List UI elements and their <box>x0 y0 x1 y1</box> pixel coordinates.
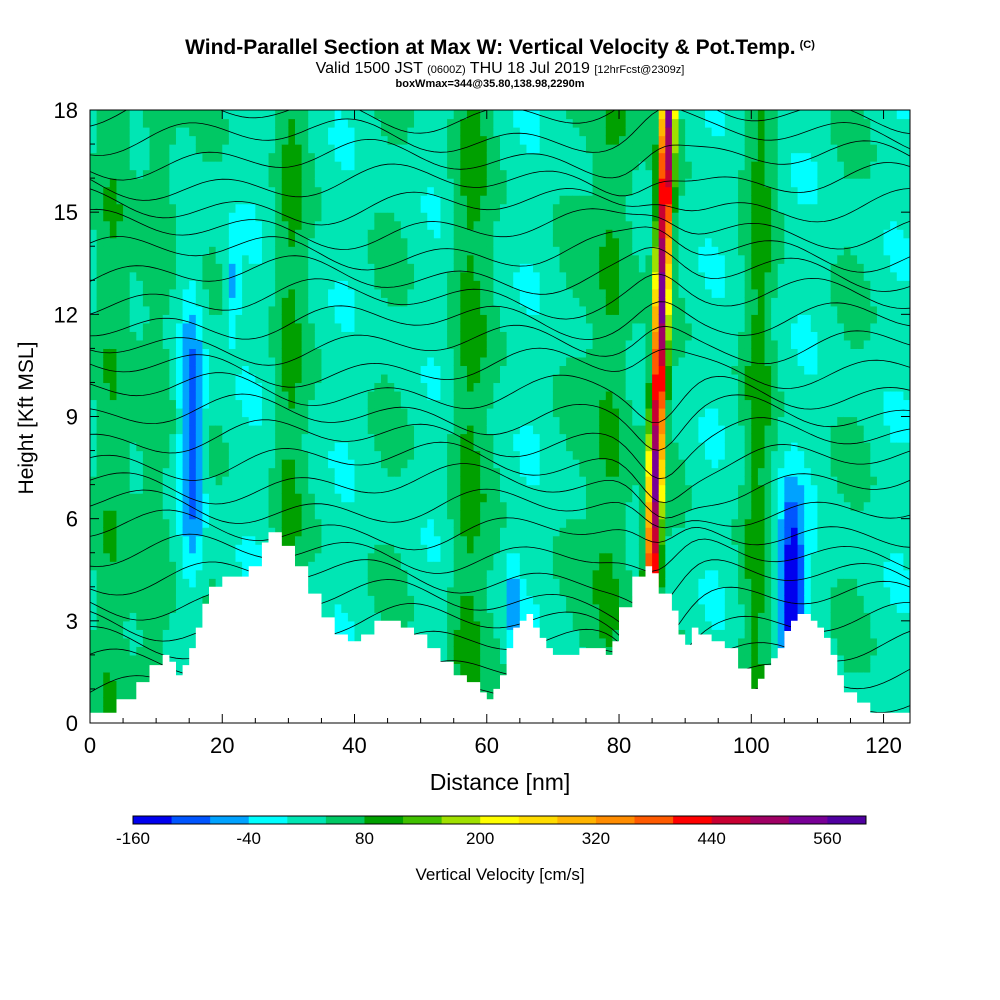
forecast-info: [12hrFcst@2309z] <box>594 64 685 76</box>
colorbar-frame <box>132 815 867 825</box>
theta-contour-line <box>90 208 910 250</box>
theta-contour-line <box>90 509 910 551</box>
theta-contour-line <box>90 138 910 181</box>
colorbar-label: Vertical Velocity [cm/s] <box>415 865 584 884</box>
colorbar-tick-label: 200 <box>466 829 494 848</box>
y-tick-label: 9 <box>66 405 78 430</box>
theta-contour-line <box>90 441 910 504</box>
colorbar-swatch <box>480 816 520 824</box>
colorbar-swatch <box>441 816 481 824</box>
colorbar-swatch <box>171 816 211 824</box>
colorbar-swatch <box>325 816 365 824</box>
theta-contour-line <box>90 110 910 134</box>
y-axis-label: Height [Kft MSL] <box>15 342 38 495</box>
theta-contour-line <box>90 559 910 610</box>
colorbar-swatch <box>827 816 867 824</box>
y-tick-label: 6 <box>66 507 78 532</box>
colorbar-swatch <box>133 816 173 824</box>
chart-title: Wind-Parallel Section at Max W: Vertical… <box>185 36 796 59</box>
theta-contour-line <box>90 463 910 519</box>
theta-contour-line <box>90 488 910 529</box>
theta-contour-line <box>90 347 910 389</box>
copyright-mark: (C) <box>799 38 815 51</box>
theta-contour-line <box>90 162 910 201</box>
valid-time: Valid 1500 JST <box>315 60 423 77</box>
colorbar-tick-label: 560 <box>813 829 841 848</box>
theta-contour-line <box>90 273 910 320</box>
x-tick-label: 100 <box>733 733 770 758</box>
y-tick-label: 15 <box>54 200 78 225</box>
colorbar-tick-label: -40 <box>236 829 261 848</box>
x-tick-label: 60 <box>475 733 499 758</box>
colorbar-swatch <box>518 816 558 824</box>
colorbar-tick-label: -160 <box>116 829 150 848</box>
colorbar-swatch <box>557 816 597 824</box>
chart-subtitle: Valid 1500 JST (0600Z) THU 18 Jul 2019 [… <box>0 61 1000 78</box>
y-tick-label: 18 <box>54 98 78 123</box>
theta-contour-line <box>90 226 910 273</box>
terrain-mask <box>90 532 910 723</box>
x-tick-label: 120 <box>865 733 902 758</box>
colorbar-swatch <box>673 816 713 824</box>
x-axis-label: Distance [nm] <box>430 769 571 795</box>
y-tick-label: 12 <box>54 302 78 327</box>
x-tick-label: 80 <box>607 733 631 758</box>
colorbar-swatch <box>750 816 790 824</box>
colorbar-swatch <box>287 816 327 824</box>
colorbar-swatch <box>403 816 443 824</box>
x-tick-label: 0 <box>84 733 96 758</box>
theta-contour-line <box>90 393 910 451</box>
theta-contour-line <box>90 110 910 156</box>
axes: 0 20 40 60 80 100 120 0 3 6 9 12 15 18 <box>54 98 910 758</box>
theta-contour-line <box>90 324 910 366</box>
y-tick-label: 0 <box>66 711 78 736</box>
colorbar-tick-label: 440 <box>698 829 726 848</box>
colorbar: -160 -40 80 200 320 440 560 <box>116 815 867 848</box>
theta-contour-line <box>90 301 910 340</box>
theta-contour-line <box>90 246 910 295</box>
colorbar-tick-label: 320 <box>582 829 610 848</box>
colorbar-swatch <box>364 816 404 824</box>
x-tick-label: 20 <box>210 733 234 758</box>
colorbar-swatch <box>210 816 250 824</box>
title-block: Wind-Parallel Section at Max W: Vertical… <box>0 36 1000 90</box>
theta-contour-line <box>90 372 910 424</box>
colorbar-swatch <box>634 816 674 824</box>
valid-utc: (0600Z) <box>427 64 466 76</box>
colorbar-swatch <box>711 816 751 824</box>
theta-contour-line <box>90 417 910 480</box>
y-tick-label: 3 <box>66 609 78 634</box>
theta-contour-line <box>90 188 910 226</box>
terrain <box>90 532 910 723</box>
colorbar-tick-label: 80 <box>355 829 374 848</box>
box-info: boxWmax=344@35.80,138.98,2290m <box>395 78 585 90</box>
colorbar-swatch <box>248 816 288 824</box>
theta-contour-line <box>90 533 910 574</box>
x-tick-label: 40 <box>342 733 366 758</box>
valid-date: THU 18 Jul 2019 <box>469 60 590 77</box>
colorbar-swatch <box>595 816 636 824</box>
colorbar-swatch <box>788 816 828 824</box>
